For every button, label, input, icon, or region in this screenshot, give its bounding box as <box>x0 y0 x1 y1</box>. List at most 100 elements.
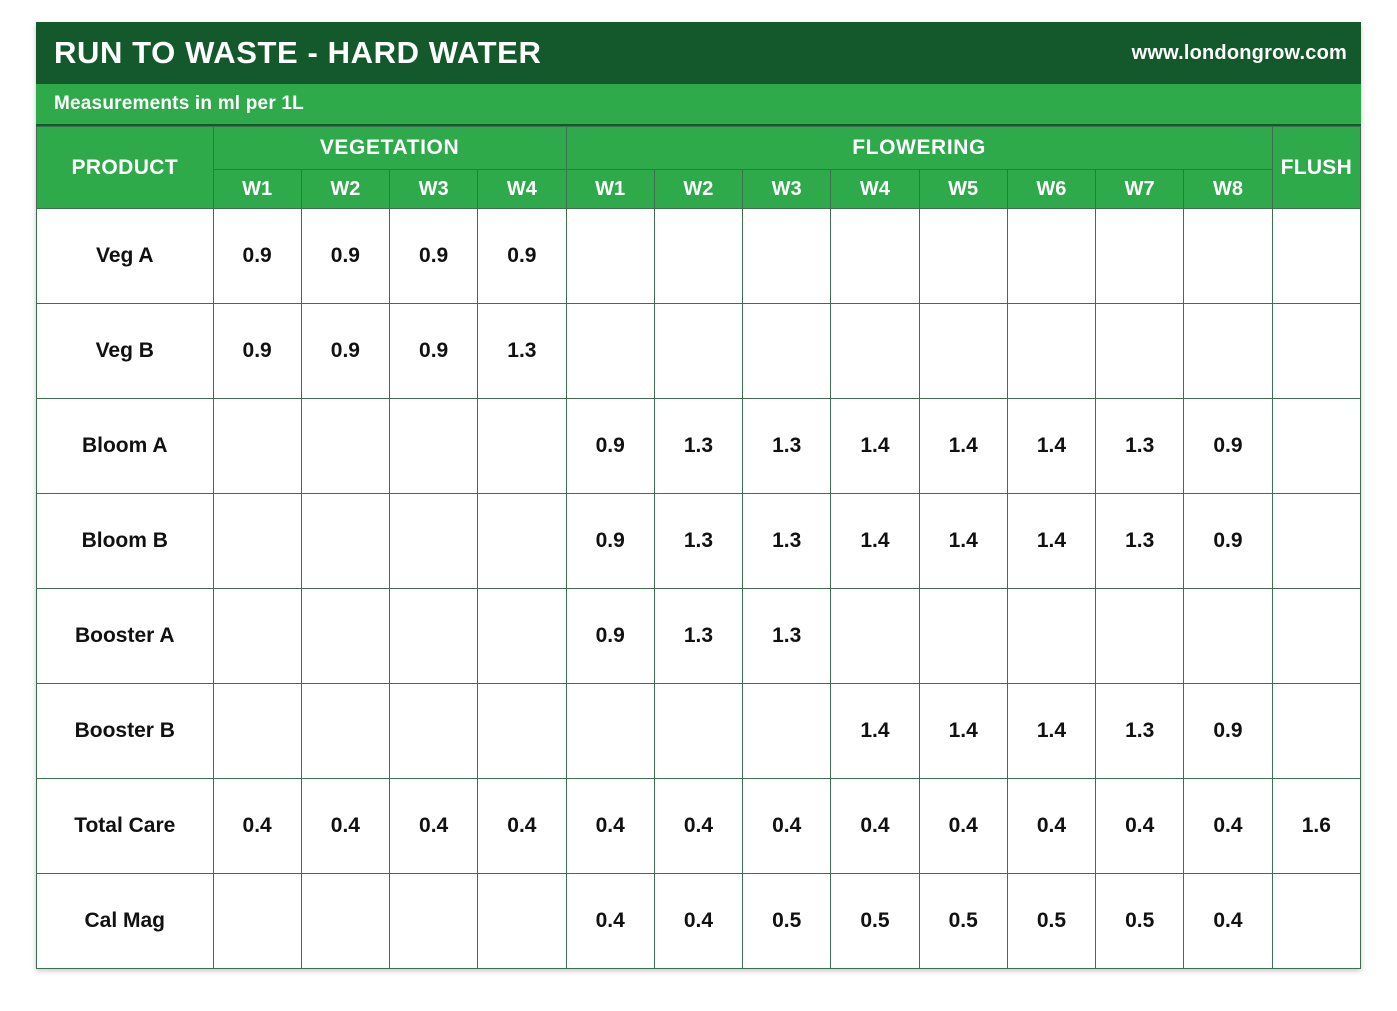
empty-cell <box>565 208 655 304</box>
column-header-week-vegetation-w3: W3 <box>389 169 479 209</box>
dose-cell: 0.9 <box>565 493 655 589</box>
empty-cell <box>1095 303 1185 399</box>
dose-cell: 0.4 <box>565 778 655 874</box>
empty-cell <box>1006 588 1097 684</box>
dose-cell: 1.4 <box>918 493 1008 589</box>
table-row: Cal Mag 0.4 0.4 0.5 0.5 0.5 0.5 0.5 0.4 <box>36 873 1362 969</box>
dose-cell: 1.4 <box>1006 493 1097 589</box>
dose-cell: 0.9 <box>389 208 479 304</box>
dose-cell: 0.9 <box>565 588 655 684</box>
dose-cell: 0.9 <box>477 208 567 304</box>
empty-cell <box>1095 588 1185 684</box>
dose-cell: 1.3 <box>653 398 744 494</box>
table-row: Bloom A 0.9 1.3 1.3 1.4 1.4 1.4 1.3 0.9 <box>36 398 1362 494</box>
empty-cell <box>477 873 567 969</box>
dose-cell: 0.4 <box>653 778 744 874</box>
table-row: Veg A 0.9 0.9 0.9 0.9 <box>36 208 1362 304</box>
product-name-cell: Veg A <box>36 208 214 304</box>
table-body: Veg A 0.9 0.9 0.9 0.9 Veg B 0.9 0.9 0.9 1.3 Bloom … <box>36 208 1362 969</box>
table-row: Veg B 0.9 0.9 0.9 1.3 <box>36 303 1362 399</box>
dose-cell: 0.4 <box>477 778 567 874</box>
empty-cell <box>300 683 391 779</box>
dose-cell: 1.4 <box>1006 398 1097 494</box>
empty-cell <box>389 588 479 684</box>
empty-cell <box>565 683 655 779</box>
dose-cell: 0.4 <box>212 778 302 874</box>
empty-cell <box>212 398 302 494</box>
column-header-product: PRODUCT <box>36 126 214 209</box>
empty-cell <box>918 588 1008 684</box>
dose-cell: 0.5 <box>918 873 1008 969</box>
empty-cell <box>212 873 302 969</box>
dose-cell: 0.9 <box>565 398 655 494</box>
empty-cell <box>389 493 479 589</box>
dose-cell: 0.9 <box>1183 683 1273 779</box>
dose-cell: 1.4 <box>830 683 920 779</box>
empty-cell <box>1271 208 1362 304</box>
empty-cell <box>212 588 302 684</box>
empty-cell <box>918 208 1008 304</box>
empty-cell <box>300 398 391 494</box>
empty-cell <box>830 588 920 684</box>
empty-cell <box>477 398 567 494</box>
dose-cell: 0.4 <box>300 778 391 874</box>
empty-cell <box>1271 683 1362 779</box>
dose-cell: 0.4 <box>830 778 920 874</box>
dose-cell: 1.3 <box>1095 493 1185 589</box>
dose-cell: 1.3 <box>477 303 567 399</box>
column-header-week-flowering-w5: W5 <box>918 169 1008 209</box>
dose-cell: 0.5 <box>1095 873 1185 969</box>
dose-cell: 0.5 <box>830 873 920 969</box>
dose-cell: 1.3 <box>742 398 832 494</box>
feeding-schedule-table: PRODUCT VEGETATION FLOWERING FLUSH W1 W2 W… <box>36 126 1362 969</box>
product-name-cell: Cal Mag <box>36 873 214 969</box>
product-name-cell: Bloom A <box>36 398 214 494</box>
product-name-cell: Total Care <box>36 778 214 874</box>
empty-cell <box>830 208 920 304</box>
site-url: www.londongrow.com <box>1131 41 1347 64</box>
empty-cell <box>565 303 655 399</box>
column-header-week-vegetation-w1: W1 <box>212 169 302 209</box>
empty-cell <box>477 683 567 779</box>
dose-cell: 0.9 <box>1183 493 1273 589</box>
dose-cell: 0.4 <box>1095 778 1185 874</box>
column-header-week-flowering-w7: W7 <box>1095 169 1185 209</box>
chart-subtitle-bar: Measurements in ml per 1L <box>36 84 1361 126</box>
table-row: Booster B 1.4 1.4 1.4 1.3 0.9 <box>36 683 1362 779</box>
page-title: RUN TO WASTE - HARD WATER <box>54 35 542 70</box>
dose-cell: 1.4 <box>830 398 920 494</box>
empty-cell <box>212 493 302 589</box>
empty-cell <box>653 303 744 399</box>
empty-cell <box>300 588 391 684</box>
empty-cell <box>1183 303 1273 399</box>
column-header-week-flowering-w8: W8 <box>1183 169 1273 209</box>
empty-cell <box>389 683 479 779</box>
empty-cell <box>1271 588 1362 684</box>
empty-cell <box>1006 303 1097 399</box>
dose-cell: 1.4 <box>918 683 1008 779</box>
table-header-row-weeks: W1 W2 W3 W4 W1 W2 W3 W4 W5 W6 W7 W8 <box>37 169 1361 209</box>
dose-cell: 1.3 <box>742 493 832 589</box>
dose-cell: 1.3 <box>653 493 744 589</box>
dose-cell: 1.6 <box>1271 778 1362 874</box>
dose-cell: 0.5 <box>742 873 832 969</box>
dose-cell: 0.5 <box>1006 873 1097 969</box>
empty-cell <box>918 303 1008 399</box>
column-header-week-flowering-w3: W3 <box>742 169 832 209</box>
empty-cell <box>389 398 479 494</box>
dose-cell: 0.9 <box>212 303 302 399</box>
column-header-flush: FLUSH <box>1271 126 1362 209</box>
table-header: PRODUCT VEGETATION FLOWERING FLUSH W1 W2 W… <box>36 126 1362 209</box>
product-name-cell: Booster A <box>36 588 214 684</box>
dose-cell: 0.4 <box>918 778 1008 874</box>
column-header-week-flowering-w4: W4 <box>830 169 920 209</box>
dose-cell: 0.9 <box>212 208 302 304</box>
column-header-week-flowering-w6: W6 <box>1006 169 1097 209</box>
dose-cell: 0.4 <box>389 778 479 874</box>
empty-cell <box>300 873 391 969</box>
empty-cell <box>1271 303 1362 399</box>
empty-cell <box>1271 398 1362 494</box>
empty-cell <box>742 303 832 399</box>
empty-cell <box>742 683 832 779</box>
dose-cell: 0.4 <box>742 778 832 874</box>
